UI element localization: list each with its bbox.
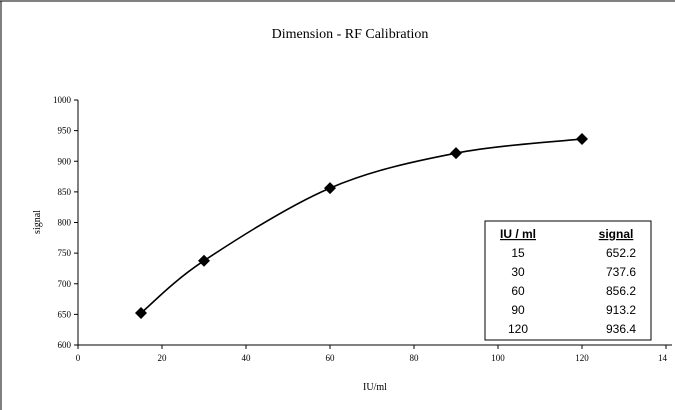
x-tick-label: 14 — [658, 353, 668, 363]
data-point-marker — [135, 307, 147, 320]
y-tick-label: 950 — [58, 126, 72, 136]
table-cell-iu: 30 — [511, 265, 525, 279]
x-axis-ticks: 0 20 40 60 80 100 120 14 — [76, 345, 668, 363]
y-tick-label: 900 — [58, 156, 72, 166]
table-cell-iu: 120 — [508, 322, 528, 336]
y-tick-label: 850 — [58, 187, 72, 197]
plot-area: 600 650 700 750 800 850 900 950 1000 0 20 40 60 80 10… — [53, 95, 672, 363]
table-cell-iu: 90 — [511, 303, 525, 317]
x-tick-label: 0 — [76, 353, 81, 363]
table-cell-iu: 15 — [511, 246, 525, 260]
data-table-border — [484, 220, 652, 341]
table-cell-signal: 856.2 — [606, 284, 636, 298]
y-tick-label: 1000 — [53, 95, 72, 105]
x-tick-label: 120 — [575, 353, 589, 363]
table-cell-iu: 60 — [511, 284, 525, 298]
table-cell-signal: 913.2 — [606, 303, 636, 317]
x-tick-label: 80 — [410, 353, 420, 363]
chart-title: Dimension - RF Calibration — [272, 27, 429, 42]
table-cell-signal: 652.2 — [606, 246, 636, 260]
x-tick-label: 20 — [158, 353, 168, 363]
y-axis-label: signal — [32, 210, 43, 234]
table-header-signal: signal — [599, 227, 634, 241]
data-point-marker — [198, 254, 210, 267]
y-axis-ticks: 600 650 700 750 800 850 900 950 1000 — [53, 95, 78, 350]
x-axis-label: IU/ml — [363, 382, 387, 393]
y-tick-label: 800 — [58, 218, 72, 228]
table-cell-signal: 936.4 — [606, 322, 636, 336]
data-point-marker — [576, 132, 588, 145]
x-tick-label: 100 — [491, 353, 505, 363]
y-tick-label: 650 — [58, 309, 72, 319]
table-rows: 15 652.2 30 737.6 60 856.2 90 913.2 120 936.4 — [508, 246, 636, 336]
data-point-marker — [450, 147, 462, 160]
table-cell-signal: 737.6 — [606, 265, 636, 279]
y-tick-label: 750 — [58, 248, 72, 258]
data-table: IU / ml signal 15 652.2 30 737.6 60 856.2 90 91… — [484, 220, 652, 341]
series-markers — [135, 132, 588, 320]
x-tick-label: 60 — [326, 353, 336, 363]
data-point-marker — [324, 182, 336, 195]
table-header-iu: IU / ml — [500, 227, 536, 241]
y-tick-label: 700 — [58, 279, 72, 289]
x-tick-label: 40 — [242, 353, 252, 363]
y-tick-label: 600 — [58, 340, 72, 350]
